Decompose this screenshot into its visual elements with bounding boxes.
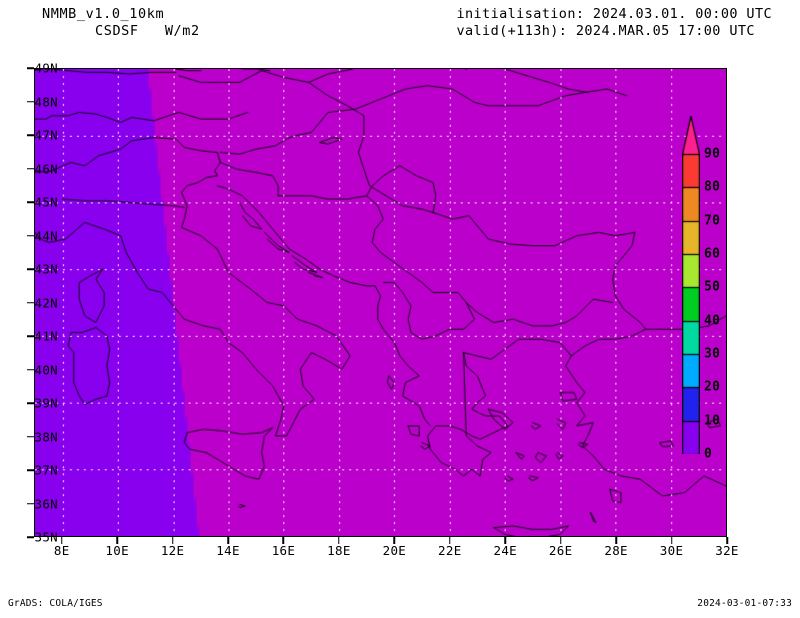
initialisation-label: initialisation: 2024.03.01. 00:00 UTC (456, 6, 772, 22)
lat-tick-mark (27, 100, 34, 103)
lon-tick-mark (615, 537, 617, 544)
lat-tick-mark (27, 536, 34, 538)
lon-tick-label: 20E (382, 543, 407, 558)
lon-tick-label: 28E (604, 543, 628, 558)
lon-tick-mark (449, 537, 451, 544)
lat-tick-label: 45N (34, 194, 58, 210)
colorbar-tick-label: 80 (704, 179, 721, 195)
lon-tick-label: 30E (659, 543, 684, 558)
lon-tick-mark (393, 537, 396, 544)
lon-tick-mark (670, 537, 673, 544)
lat-tick-mark (27, 301, 34, 304)
lat-tick-mark (27, 368, 34, 371)
lon-tick-mark (116, 537, 118, 544)
lat-tick-label: 41N (34, 328, 58, 344)
lon-tick-mark (726, 537, 728, 544)
lat-tick-label: 39N (34, 395, 58, 411)
lat-tick-label: 37N (34, 462, 58, 478)
lon-tick-mark (559, 537, 562, 544)
valid-time-label: valid(+113h): 2024.MAR.05 17:00 UTC (456, 23, 755, 39)
lat-tick-label: 48N (34, 94, 58, 109)
lon-tick-label: 26E (548, 543, 573, 558)
lat-tick-label: 35N (34, 529, 58, 545)
header-right-block: initialisation: 2024.03.01. 00:00 UTC va… (456, 6, 772, 40)
lat-tick-mark (27, 201, 34, 203)
lat-tick-label: 47N (34, 127, 58, 143)
colorbar-tick-label: 30 (704, 346, 721, 362)
colorbar (682, 116, 700, 454)
lat-tick-label: 43N (34, 261, 58, 277)
lat-tick-label: 46N (34, 161, 58, 176)
lat-tick-mark (27, 435, 34, 438)
lat-tick-label: 38N (34, 429, 58, 444)
colorbar-tick-label: 50 (704, 279, 721, 295)
lat-tick-label: 42N (34, 295, 58, 310)
lon-tick-label: 22E (438, 543, 462, 558)
lat-tick-mark (27, 469, 34, 471)
lon-tick-mark (504, 537, 506, 544)
lon-tick-mark (282, 537, 285, 544)
lon-tick-label: 32E (715, 543, 739, 558)
grads-credit: GrADS: COLA/IGES (8, 598, 103, 609)
colorbar-gradient (682, 116, 700, 454)
render-timestamp: 2024-03-01-07:33 (697, 598, 792, 609)
map-plot-area (34, 68, 727, 537)
lon-tick-mark (60, 537, 63, 544)
lat-tick-mark (27, 268, 34, 270)
lat-tick-mark (27, 134, 34, 136)
colorbar-tick-label: 70 (704, 213, 721, 229)
lat-tick-mark (27, 234, 34, 237)
lat-tick-label: 36N (34, 496, 58, 511)
lon-tick-mark (227, 537, 229, 544)
lat-tick-mark (27, 67, 34, 69)
lon-tick-label: 8E (53, 543, 70, 558)
variable-units-label: CSDSF W/m2 (95, 23, 200, 39)
model-title: NMMB_v1.0_10km (42, 6, 165, 22)
header-left-block: NMMB_v1.0_10km CSDSF W/m2 (0, 6, 380, 40)
lon-tick-mark (171, 537, 174, 544)
lon-tick-mark (338, 537, 340, 544)
lon-tick-label: 24E (493, 543, 517, 558)
colorbar-tick-label: 90 (704, 146, 721, 162)
lon-tick-label: 18E (327, 543, 351, 558)
colorbar-tick-label: 40 (704, 313, 721, 329)
colorbar-tick-label: 60 (704, 246, 721, 262)
lon-tick-label: 16E (271, 543, 296, 558)
colorbar-tick-label: 20 (704, 379, 721, 395)
lat-tick-label: 40N (34, 362, 58, 377)
lat-tick-label: 44N (34, 228, 58, 243)
colorbar-tick-label: 0 (704, 446, 713, 462)
lat-tick-mark (27, 167, 34, 170)
lat-tick-mark (27, 502, 34, 505)
lat-tick-mark (27, 335, 34, 337)
lat-tick-label: 49N (34, 60, 58, 76)
latlon-gridlines (35, 69, 726, 536)
lat-tick-mark (27, 402, 34, 404)
lon-tick-label: 10E (105, 543, 129, 558)
lon-tick-label: 14E (216, 543, 240, 558)
colorbar-tick-label: 10 (704, 413, 721, 429)
lon-tick-label: 12E (160, 543, 185, 558)
